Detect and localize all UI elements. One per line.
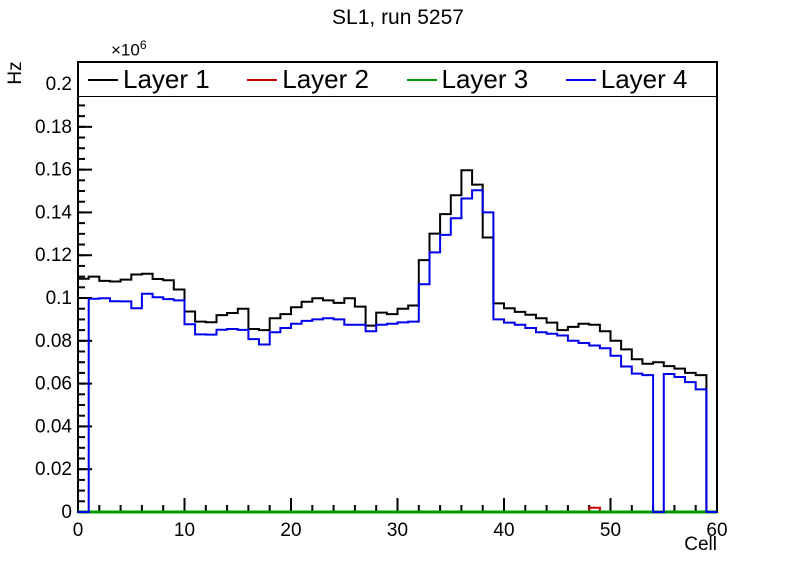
x-tick-label: 60 [706,520,727,541]
legend-entry-layer-1: Layer 1 [79,63,238,96]
y-axis-power-label: ×106 [111,38,147,60]
x-tick-label: 10 [174,520,195,541]
y-tick-label: 0.02 [35,459,72,480]
legend-line-sample [88,78,118,81]
y-tick-label: 0.2 [46,74,72,95]
legend-line-sample [565,78,596,81]
legend-label: Layer 3 [441,63,529,94]
x-tick-label: 30 [387,520,408,541]
legend-entry-layer-2: Layer 2 [238,63,397,96]
y-tick-label: 0.06 [35,374,72,395]
y-tick-label: 0.14 [35,202,72,223]
y-tick-label: 0.04 [35,416,72,437]
series-path-layer-4 [78,189,717,513]
x-axis-title: Cell [684,534,717,555]
legend-entry-layer-4: Layer 4 [557,63,716,96]
x-tick-label: 50 [600,520,621,541]
y-axis-title: Hz [5,61,26,85]
x-tick-label: 40 [493,520,514,541]
y-tick-label: 0.1 [46,288,72,309]
legend-line-sample [247,78,278,81]
legend-box: Layer 1 Layer 2 Layer 3 Layer 4 [78,62,717,97]
chart-title: SL1, run 5257 [332,6,464,29]
y-tick-label: 0 [61,502,72,523]
x-tick-label: 0 [73,520,84,541]
y-tick-label: 0.08 [35,331,72,352]
y-tick-label: 0.18 [35,117,72,138]
x-tick-label: 20 [280,520,301,541]
series-path-layer-1 [78,169,717,513]
legend-entry-layer-3: Layer 3 [398,63,557,96]
legend-label: Layer 4 [600,63,688,94]
y-tick-label: 0.12 [35,245,72,266]
legend-label: Layer 1 [123,63,210,94]
y-tick-label: 0.16 [35,160,72,181]
legend-label: Layer 2 [282,63,369,94]
legend-line-sample [406,78,437,81]
